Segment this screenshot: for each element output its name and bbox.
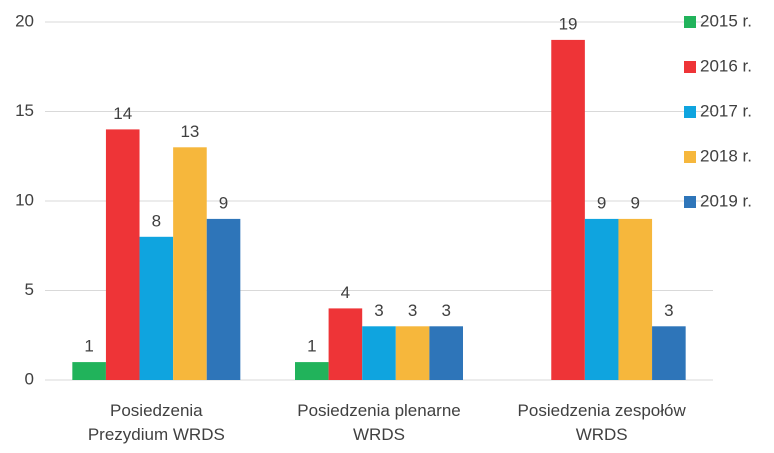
x-tick-line: Posiedzenia plenarne [297, 401, 461, 420]
x-tick-line: Posiedzenia [110, 401, 203, 420]
legend-swatch [684, 16, 696, 28]
value-label: 1 [307, 337, 316, 356]
value-label: 3 [664, 301, 673, 320]
bar [362, 326, 396, 380]
y-tick-label: 10 [15, 190, 34, 209]
x-tick-label: Posiedzenia zespołów WRDS [518, 401, 687, 444]
y-tick-label: 0 [25, 369, 34, 388]
bar [105, 129, 140, 380]
x-tick-line: WRDS [353, 425, 405, 444]
legend-swatch [684, 61, 696, 73]
bar [139, 236, 174, 380]
value-label: 1 [84, 337, 93, 356]
x-tick-label: Posiedzenia plenarne WRDS [297, 401, 461, 444]
y-tick-label: 5 [25, 280, 34, 299]
value-label: 4 [341, 283, 350, 302]
legend-label: 2019 r. [700, 191, 752, 210]
bar [584, 218, 619, 380]
bar [551, 39, 585, 381]
legend-swatch [684, 196, 696, 208]
x-tick-line: Posiedzenia zespołów [518, 401, 687, 420]
x-tick-label: Posiedzenia Prezydium WRDS [88, 401, 225, 444]
value-label: 3 [408, 301, 417, 320]
bar [206, 218, 241, 380]
bar [395, 326, 430, 380]
value-label: 8 [152, 211, 161, 230]
value-label: 9 [219, 193, 228, 212]
value-label: 3 [441, 301, 450, 320]
legend-swatch [684, 106, 696, 118]
bar [328, 308, 363, 380]
legend-label: 2018 r. [700, 146, 752, 165]
x-tick-line: Prezydium WRDS [88, 425, 225, 444]
value-label: 9 [631, 193, 640, 212]
y-tick-label: 15 [15, 101, 34, 120]
x-tick-line: WRDS [576, 425, 628, 444]
legend-label: 2015 r. [700, 11, 752, 30]
value-label: 19 [559, 14, 578, 33]
bar [72, 362, 106, 380]
legend-label: 2017 r. [700, 101, 752, 120]
value-label: 3 [374, 301, 383, 320]
bar [652, 326, 686, 380]
bar [173, 147, 207, 380]
value-label: 9 [597, 193, 606, 212]
bar [618, 218, 653, 380]
legend-swatch [684, 151, 696, 163]
legend-label: 2016 r. [700, 56, 752, 75]
bar [295, 362, 329, 380]
value-label: 13 [180, 122, 199, 141]
y-tick-label: 20 [15, 11, 34, 30]
value-label: 14 [113, 104, 132, 123]
bar [429, 326, 463, 380]
